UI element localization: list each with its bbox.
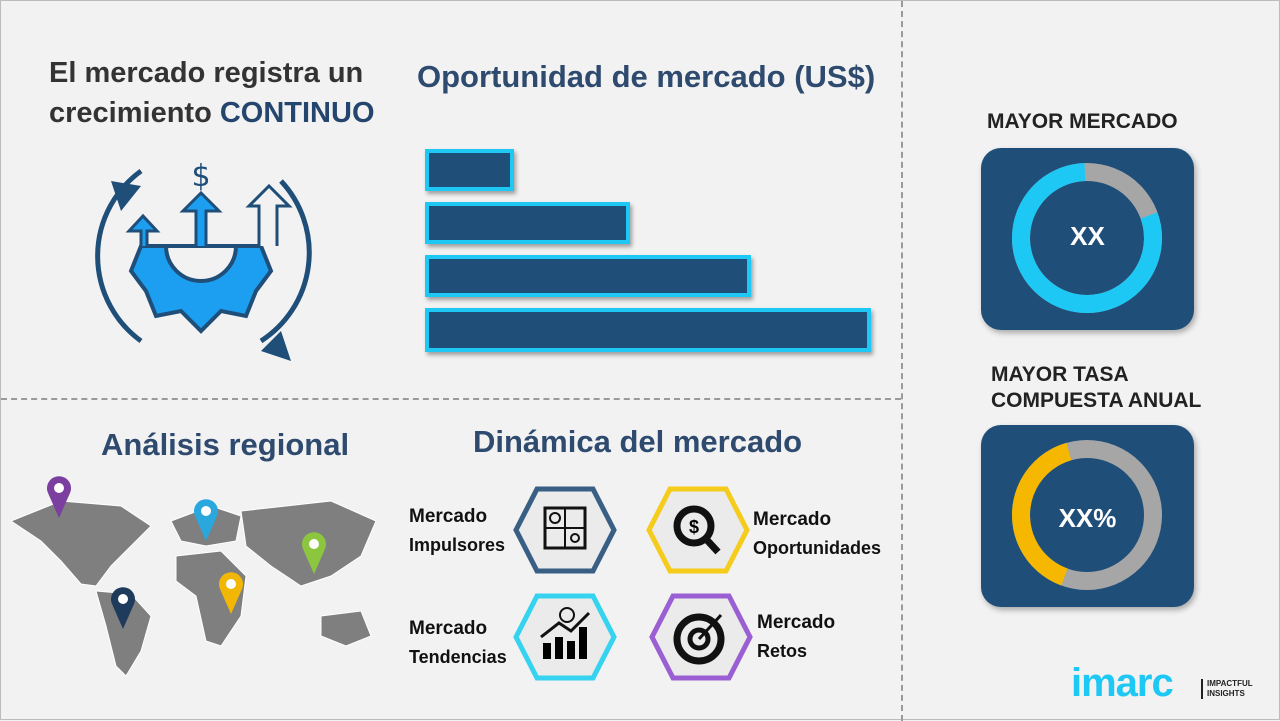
puzzle-icon	[513, 486, 617, 579]
magnifier-dollar-icon: $	[646, 486, 750, 579]
dynamics-label: Mercado Impulsores	[409, 503, 505, 559]
dynamics-label-line2: Tendencias	[409, 647, 507, 667]
opportunity-title: Oportunidad de mercado (US$)	[417, 59, 876, 94]
opportunity-bar	[425, 149, 514, 191]
headline-line2: crecimiento	[49, 97, 220, 129]
cagr-value: XX%	[1058, 503, 1117, 533]
tagline-line1: IMPACTFUL	[1207, 679, 1253, 688]
logo-tagline: IMPACTFUL INSIGHTS	[1201, 679, 1253, 699]
location-pin-icon	[219, 572, 243, 614]
headline: El mercado registra un crecimiento CONTI…	[49, 53, 375, 133]
dynamics-label: Mercado Tendencias	[409, 615, 507, 671]
growth-gear-icon: $	[95, 159, 312, 361]
largest-market-donut	[1012, 163, 1162, 313]
tagline-line2: INSIGHTS	[1207, 689, 1245, 698]
dynamics-title: Dinámica del mercado	[473, 424, 803, 459]
headline-accent: CONTINUO	[219, 97, 375, 129]
cagr-title-line1: MAYOR TASA	[991, 363, 1129, 386]
dynamics-label-line2: Retos	[757, 641, 808, 661]
headline-line1: El mercado registra un	[49, 57, 364, 89]
regional-title: Análisis regional	[101, 427, 350, 462]
opportunity-bar	[425, 308, 871, 352]
imarc-logo: imarc	[1071, 661, 1174, 705]
dynamics-label: Mercado Oportunidades	[753, 506, 881, 562]
svg-text:$: $	[191, 159, 210, 194]
horizontal-divider	[1, 398, 901, 400]
target-icon	[649, 593, 753, 686]
dynamics-label-line2: Oportunidades	[753, 538, 882, 558]
opportunity-bar	[425, 202, 630, 244]
growth-chart-icon	[513, 593, 617, 686]
cagr-title: MAYOR TASA COMPUESTA ANUAL	[991, 362, 1201, 414]
largest-market-value: XX	[1070, 221, 1105, 251]
location-pin-icon	[194, 499, 218, 541]
world-map	[9, 476, 377, 677]
svg-text:$: $	[689, 517, 699, 537]
donut-share	[1012, 440, 1162, 590]
largest-market-card: XX	[981, 148, 1194, 330]
cagr-title-line2: COMPUESTA ANUAL	[991, 389, 1202, 412]
location-pin-icon	[111, 587, 135, 629]
location-pin-icon	[47, 476, 71, 518]
dynamics-label-line1: Mercado	[757, 612, 836, 633]
dynamics-label-line2: Impulsores	[409, 535, 506, 555]
vertical-divider	[901, 1, 903, 721]
dynamics-label: Mercado Retos	[757, 609, 835, 665]
cagr-card: XX%	[981, 425, 1194, 607]
dynamics-label-line1: Mercado	[753, 509, 832, 530]
largest-market-title: MAYOR MERCADO	[987, 110, 1178, 133]
dynamics-label-line1: Mercado	[409, 618, 488, 639]
location-pin-icon	[302, 532, 326, 574]
dynamics-label-line1: Mercado	[409, 506, 488, 527]
cagr-donut	[1012, 440, 1162, 590]
opportunity-bar	[425, 255, 751, 297]
